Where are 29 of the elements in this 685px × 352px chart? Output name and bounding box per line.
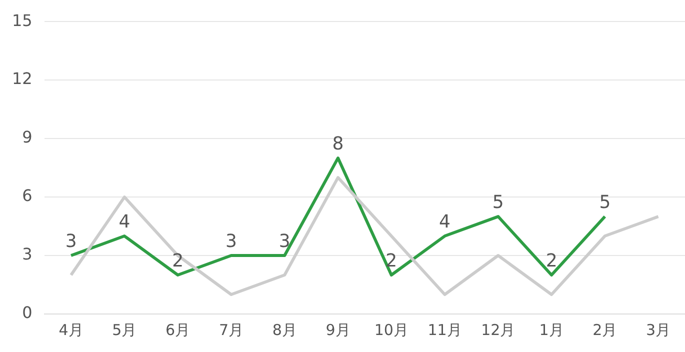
x-tick-label: 8月 bbox=[272, 320, 297, 339]
x-tick-label: 9月 bbox=[326, 320, 350, 339]
data-label: 2 bbox=[172, 250, 184, 272]
y-tick-label: 0 bbox=[22, 303, 32, 322]
data-label: 5 bbox=[492, 192, 504, 214]
x-tick-label: 11月 bbox=[428, 320, 462, 339]
data-label: 5 bbox=[599, 192, 611, 214]
data-label: 3 bbox=[278, 231, 290, 252]
x-tick-label: 3月 bbox=[646, 320, 671, 339]
data-label: 2 bbox=[546, 250, 558, 272]
y-tick-label: 12 bbox=[12, 69, 32, 88]
data-label: 8 bbox=[332, 134, 344, 155]
x-tick-label: 2月 bbox=[592, 320, 618, 339]
data-label: 2 bbox=[386, 250, 398, 272]
x-tick-label: 10月 bbox=[374, 320, 408, 339]
x-tick-label: 6月 bbox=[166, 320, 190, 339]
x-tick-label: 4月 bbox=[58, 320, 84, 339]
x-tick-label: 5月 bbox=[112, 320, 137, 339]
data-label: 3 bbox=[65, 231, 77, 252]
data-label: 4 bbox=[118, 212, 130, 233]
y-tick-label: 15 bbox=[12, 10, 32, 30]
y-tick-label: 6 bbox=[22, 186, 32, 206]
x-tick-label: 1月 bbox=[539, 320, 564, 339]
x-tick-label: 7月 bbox=[218, 320, 244, 339]
data-label: 3 bbox=[225, 231, 237, 252]
x-tick-label: 12月 bbox=[481, 320, 516, 339]
data-label: 4 bbox=[439, 212, 450, 233]
y-tick-label: 3 bbox=[22, 244, 32, 264]
y-tick-label: 9 bbox=[22, 128, 32, 147]
